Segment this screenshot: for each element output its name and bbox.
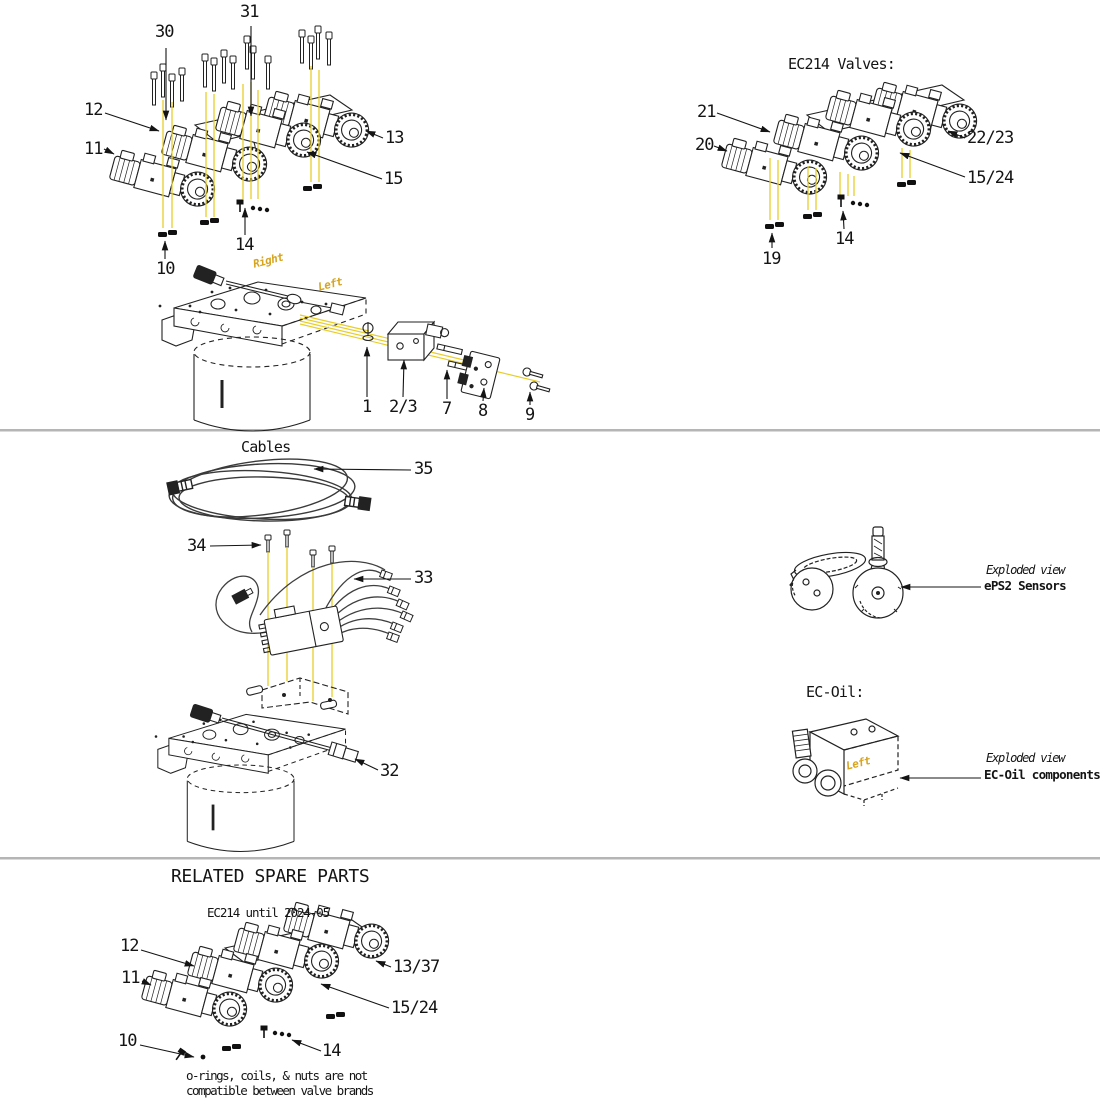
callout-ec214-14: 14	[835, 229, 855, 249]
valve-bank-ec214	[718, 74, 984, 200]
callout-part-8: 8	[478, 401, 488, 421]
valve-bank-spare	[138, 894, 396, 1032]
callout-spare-10: 10	[118, 1031, 138, 1051]
nuts-top-left	[158, 184, 322, 237]
compatibility-note-line2: compatible between valve brands	[186, 1083, 374, 1098]
callout-cable-32: 32	[380, 761, 400, 781]
callout-ec214-20: 20	[695, 135, 715, 155]
harness-connector-block	[258, 605, 344, 656]
callout-part-9: 9	[525, 405, 535, 425]
callout-part-7: 7	[442, 399, 452, 419]
callout-part-2-3: 2/3	[389, 397, 418, 417]
callout-arrows	[103, 26, 981, 1059]
callout-top-12: 12	[84, 100, 104, 120]
ec-oil-components-label: EC-Oil components	[984, 767, 1100, 782]
callout-cable-34: 34	[187, 536, 207, 556]
pressure-cable-top	[193, 265, 346, 316]
callout-ec214-22-23: 22/23	[967, 128, 1014, 148]
mounting-bracket	[246, 677, 349, 715]
leader-lines-ec214	[769, 148, 911, 220]
part-bracket-8	[457, 350, 501, 400]
related-spare-parts-title: RELATED SPARE PARTS	[171, 866, 370, 887]
callout-top-13: 13	[385, 128, 405, 148]
ec-oil-exploded-view-label: Exploded view	[986, 751, 1066, 765]
valve-bank-top-left	[106, 83, 376, 212]
wiring-harness	[215, 560, 414, 656]
bolts-top-left	[150, 25, 333, 108]
callout-top-15: 15	[384, 169, 404, 189]
ec-oil-title: EC-Oil:	[806, 683, 864, 701]
compatibility-note-line1: o-rings, coils, & nuts are not	[186, 1068, 368, 1083]
manifold-assembly-bottom	[153, 703, 360, 853]
eps2-sensors-drawing	[789, 526, 904, 619]
ec-oil-drawing	[791, 718, 900, 806]
section-divider-1	[0, 429, 1100, 432]
callout-top-14: 14	[235, 235, 255, 255]
callout-part-1: 1	[362, 397, 372, 417]
callout-spare-11: 11	[121, 968, 141, 988]
callout-top-10: 10	[156, 259, 176, 279]
callout-top-31: 31	[240, 2, 260, 22]
callout-top-11: 11	[84, 139, 104, 159]
callout-spare-12: 12	[120, 936, 140, 956]
cables-title: Cables	[241, 438, 291, 456]
eps2-exploded-view-label: Exploded view	[986, 563, 1066, 577]
pressure-cable-bottom	[189, 703, 360, 763]
section-divider-2	[0, 857, 1100, 860]
callout-ec214-15-24: 15/24	[967, 168, 1014, 188]
callout-spare-14: 14	[322, 1041, 342, 1061]
callout-ec214-21: 21	[697, 102, 717, 122]
ec214-valves-title: EC214 Valves:	[788, 55, 896, 73]
nuts-spare	[172, 1012, 345, 1063]
eps2-sensors-label: ePS2 Sensors	[984, 578, 1067, 593]
harness-screws	[264, 529, 336, 568]
callout-top-30: 30	[155, 22, 175, 42]
callout-cable-33: 33	[414, 568, 434, 588]
ec214-until-subtitle: EC214 until 2024-05	[207, 905, 330, 920]
part-screws-9	[522, 367, 551, 393]
part-orifice-1	[362, 322, 374, 342]
part-valve-block-2-3	[386, 320, 450, 362]
callout-cable-35: 35	[414, 459, 434, 479]
nuts-ec214	[765, 180, 916, 229]
manifold-assembly-top	[157, 265, 551, 433]
cable-coil	[166, 458, 372, 522]
small-parts-row	[362, 320, 551, 400]
callout-spare-15-24: 15/24	[391, 998, 438, 1018]
callout-spare-13-37: 13/37	[393, 957, 440, 977]
callout-ec214-19: 19	[762, 249, 782, 269]
